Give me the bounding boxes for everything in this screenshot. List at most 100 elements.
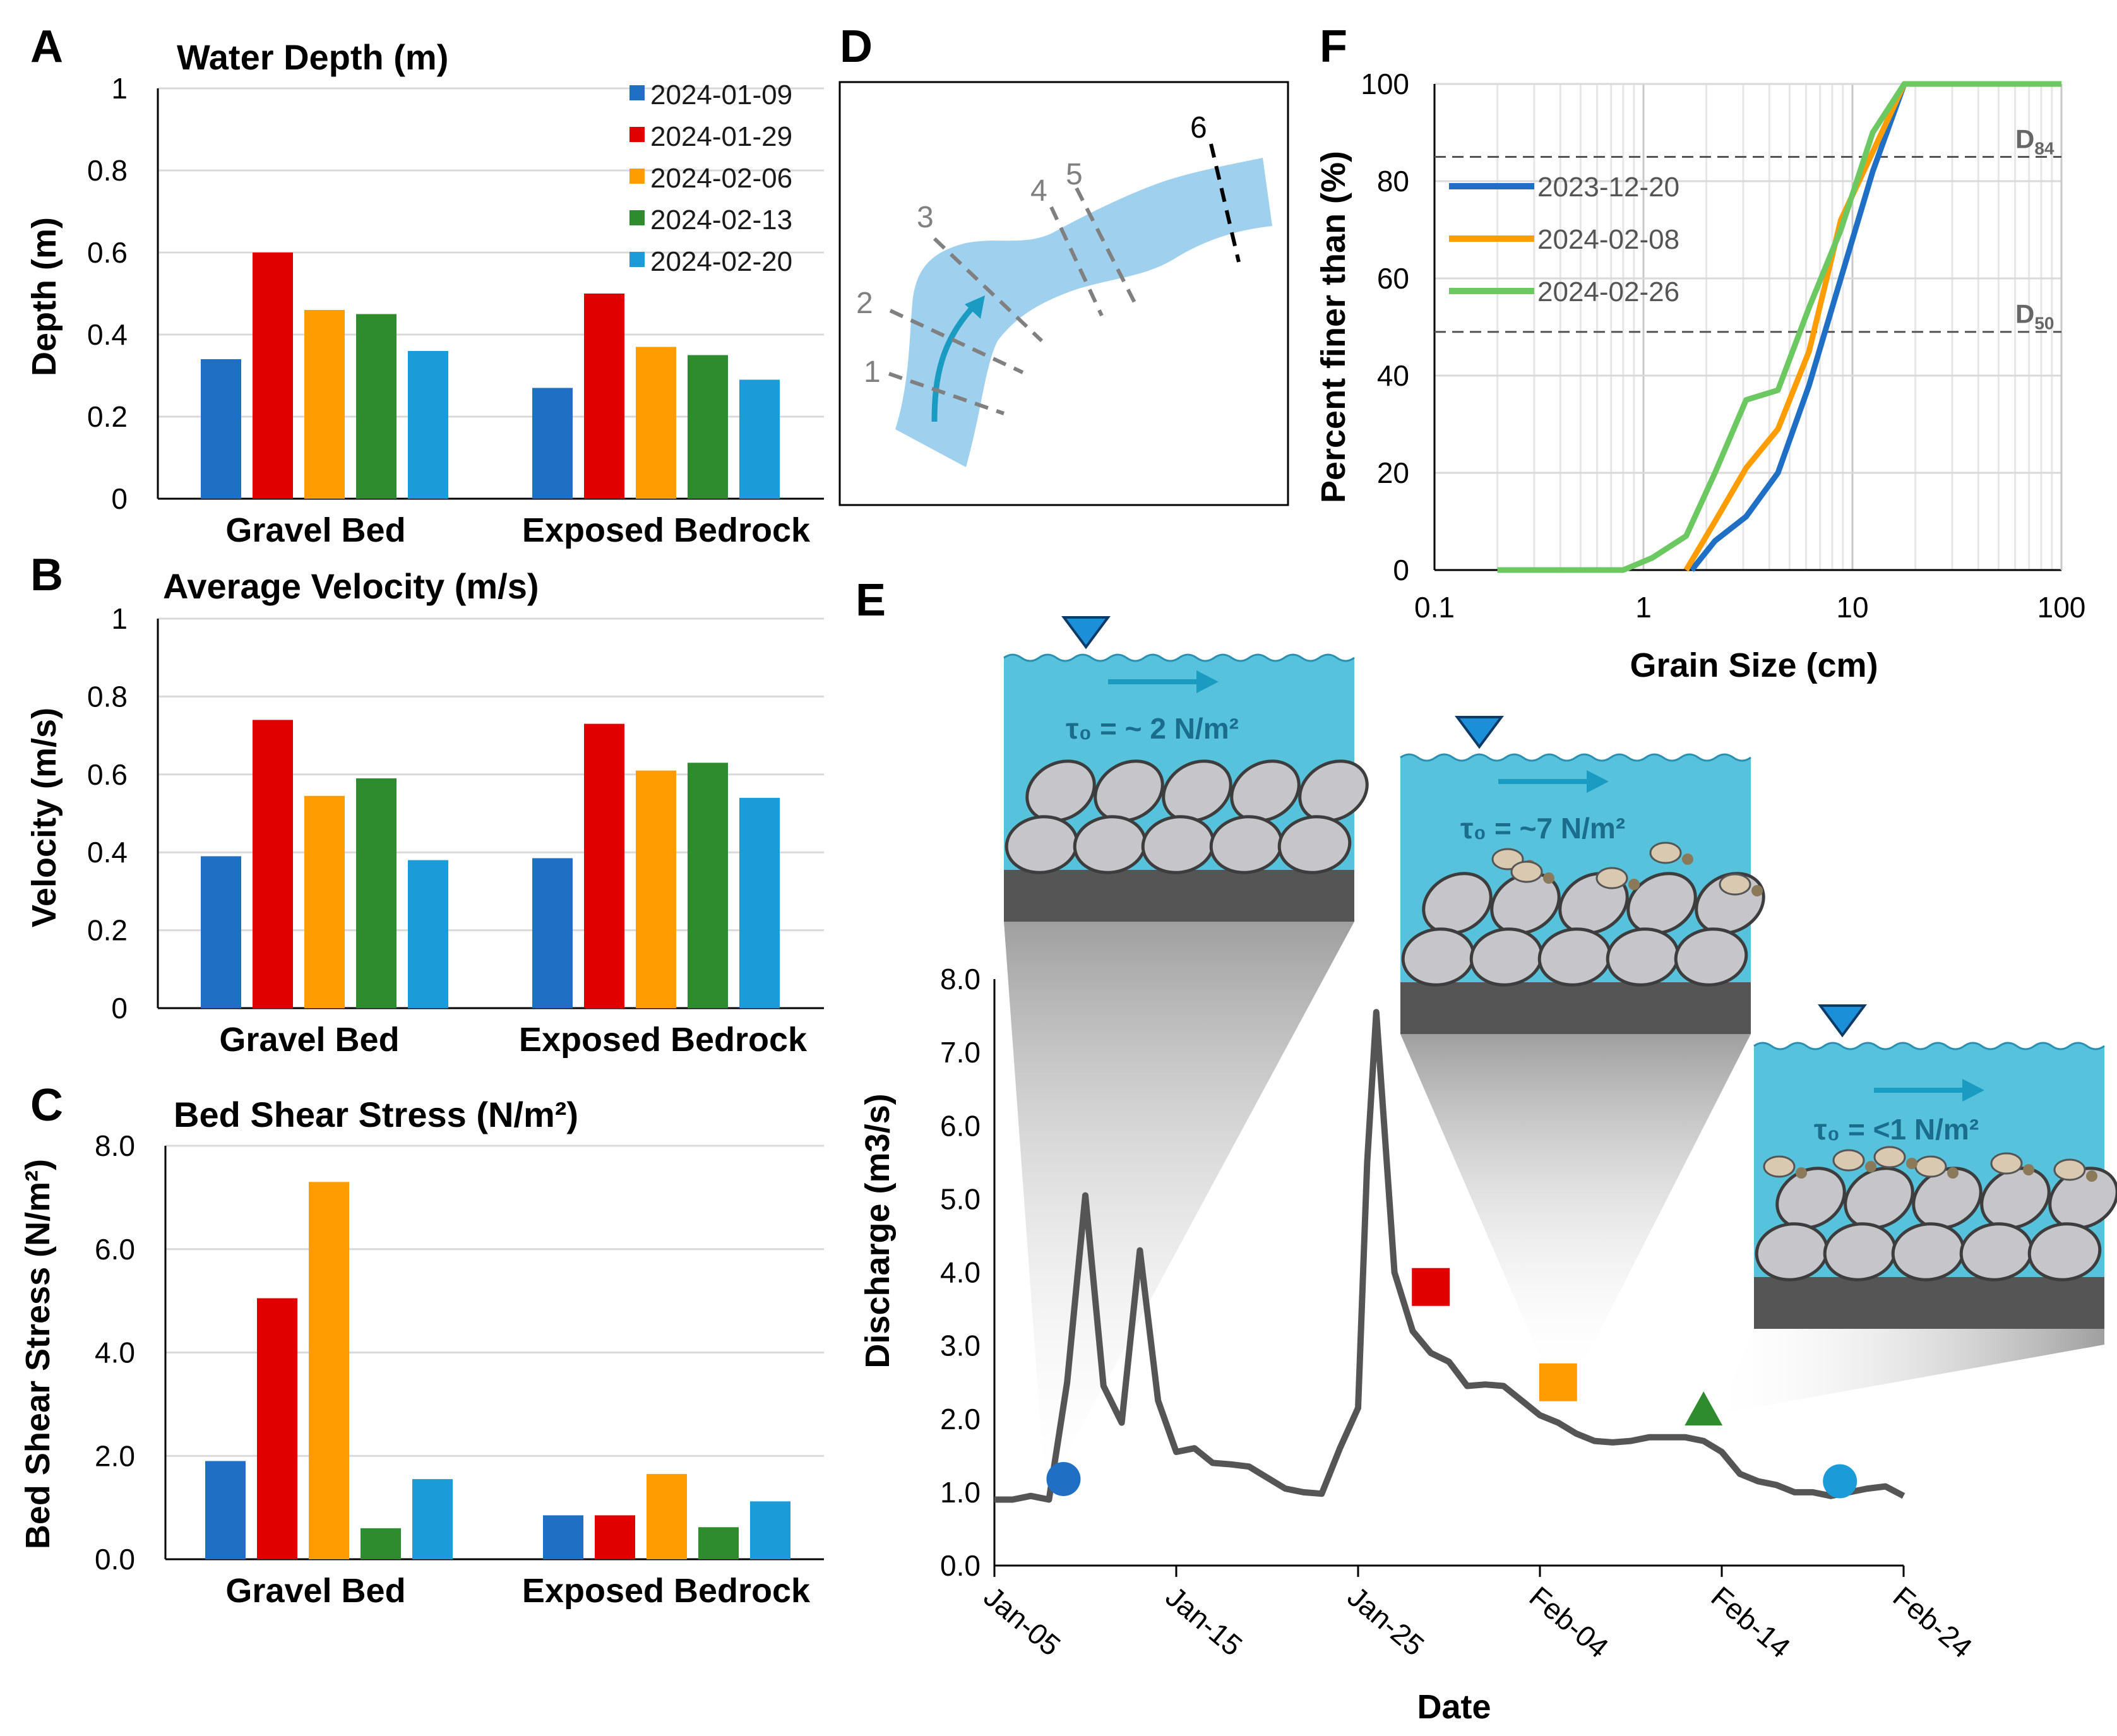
- panel-letter-e: E: [856, 575, 886, 626]
- y-tick-label: 1: [111, 602, 128, 635]
- cross-section-label-3: 3: [917, 201, 934, 234]
- reference-label-base: D: [2015, 124, 2034, 154]
- bar-2024-01-29-gravel-bed: [257, 1298, 297, 1559]
- legend-label: 2024-02-26: [1537, 276, 1679, 307]
- cobble: [1298, 759, 1369, 823]
- bar-2024-02-13-gravel-bed: [356, 314, 397, 499]
- y-tick-label: 20: [1377, 456, 1409, 489]
- bar-2024-02-13-exposed-bedrock: [688, 355, 728, 499]
- inset-1: τ₀ = ~ 2 N/m²: [1003, 616, 1369, 922]
- x-tick-label: 1: [1635, 591, 1652, 624]
- water-level-triangle-icon: [1061, 616, 1111, 650]
- panel-letter-b: B: [30, 550, 63, 600]
- bar-2024-01-29-exposed-bedrock: [584, 723, 624, 1008]
- reference-label-D84: D84: [2015, 124, 2054, 158]
- cross-section-line-6: [1209, 143, 1241, 263]
- panel-a-categories: Gravel Bed Exposed Bedrock: [225, 511, 811, 549]
- fine-sediment: [1914, 1155, 1947, 1178]
- inset-shadow-3: [1717, 1329, 2104, 1414]
- series-line-2024-02-08: [1683, 81, 2061, 572]
- flow-arrowhead-icon: [1587, 770, 1609, 793]
- y-tick-label: 4.0: [940, 1256, 981, 1289]
- inset-3: τ₀ = <1 N/m²: [1753, 1004, 2117, 1329]
- x-tick-label: Feb-24: [1887, 1580, 1979, 1665]
- panel-e-y-label: Discharge (m3/s): [859, 1093, 897, 1368]
- legend-label: 2024-02-13: [650, 205, 792, 235]
- panel-f-legend: 2023-12-20 2024-02-08 2024-02-26: [1449, 172, 1679, 307]
- water-surface: [1400, 753, 1751, 762]
- panel-f-x-label: Grain Size (cm): [1630, 646, 1878, 684]
- category-label: Gravel Bed: [225, 1572, 405, 1610]
- legend-swatch: [629, 127, 645, 142]
- legend-swatch: [629, 169, 645, 184]
- panel-c-grid: [164, 1144, 824, 1561]
- water-level-triangle-icon: [1455, 716, 1504, 749]
- bar-2024-01-29-gravel-bed: [253, 720, 293, 1008]
- y-tick-label: 0.0: [940, 1549, 981, 1582]
- bar-2024-02-06-exposed-bedrock: [636, 347, 676, 499]
- bar-2024-02-06-gravel-bed: [309, 1182, 349, 1559]
- cobble: [1277, 815, 1352, 874]
- y-tick-label: 0.6: [87, 758, 128, 791]
- bar-2024-02-20-gravel-bed: [408, 860, 448, 1008]
- bar-2024-01-09-gravel-bed: [201, 359, 241, 499]
- y-tick-label: 0.4: [87, 318, 128, 351]
- y-tick-label: 4.0: [95, 1336, 135, 1369]
- marker-2024-01-09: [1046, 1461, 1081, 1496]
- fine-sediment: [2053, 1158, 2086, 1181]
- bar-2024-02-06-gravel-bed: [304, 310, 345, 499]
- panel-b-velocity: Average Velocity (m/s) Velocity (m/s) 00…: [25, 566, 824, 1059]
- panel-a-y-label: Depth (m): [25, 217, 63, 376]
- flow-arrow-head-icon: [965, 295, 985, 319]
- y-tick-label: 8.0: [940, 963, 981, 996]
- bar-2024-02-20-exposed-bedrock: [739, 379, 780, 499]
- fine-pebble: [1796, 1167, 1807, 1179]
- y-tick-label: 3.0: [940, 1329, 981, 1362]
- panel-e-y-ticks: 0.0 1.0 2.0 3.0 4.0 5.0 6.0 7.0 8.0: [940, 963, 1904, 1582]
- y-tick-label: 60: [1377, 262, 1409, 295]
- bar-2024-02-06-exposed-bedrock: [636, 770, 676, 1008]
- panel-b-title: Average Velocity (m/s): [163, 566, 539, 606]
- y-tick-label: 40: [1377, 359, 1409, 392]
- cobble: [1025, 759, 1096, 823]
- bedrock-layer: [1400, 982, 1751, 1034]
- y-tick-label: 0: [111, 482, 128, 515]
- inset-shadow-1: [1004, 922, 1354, 1487]
- panel-b-y-ticks: 0 0.2 0.4 0.6 0.8 1: [87, 602, 128, 1025]
- cobble: [1162, 759, 1232, 823]
- fine-pebble: [1865, 1161, 1876, 1172]
- shear-stress-label: τ₀ = ~7 N/m²: [1460, 812, 1625, 845]
- bar-2024-01-09-exposed-bedrock: [532, 388, 573, 499]
- legend-label: 2024-01-09: [650, 80, 792, 110]
- legend-swatch: [629, 85, 645, 100]
- fine-sediment: [1719, 873, 1751, 896]
- panel-e-discharge-line: [994, 1009, 1905, 1503]
- cobble: [1094, 759, 1164, 823]
- y-tick-label: 0.4: [87, 836, 128, 869]
- cobble: [1230, 759, 1301, 823]
- panel-a-y-ticks: 0 0.2 0.4 0.6 0.8 1: [87, 72, 128, 515]
- legend-label: 2024-01-29: [650, 121, 792, 152]
- y-tick-label: 1: [111, 72, 128, 105]
- fine-pebble: [1751, 885, 1763, 896]
- y-tick-label: 100: [1361, 68, 1409, 100]
- panel-e-insets: τ₀ = ~ 2 N/m² τ₀ = ~7 N/m² τ₀ = <1 N/m²: [1003, 616, 2117, 1329]
- flow-arrow-icon: [931, 302, 978, 422]
- panel-f-grain-size: Percent finer than (%) Grain Size (cm) D…: [1315, 68, 2085, 684]
- panel-c-title: Bed Shear Stress (N/m²): [174, 1095, 578, 1134]
- fine-pebble: [2086, 1170, 2097, 1182]
- panel-b-y-label: Velocity (m/s): [25, 708, 63, 927]
- panel-c-bars: [205, 1182, 790, 1559]
- panel-c-categories: Gravel Bed Exposed Bedrock: [225, 1572, 811, 1610]
- cross-section-label-6: 6: [1190, 111, 1207, 145]
- panel-f-grid: [1433, 83, 2063, 571]
- inset-2: τ₀ = ~7 N/m²: [1400, 716, 1765, 1034]
- fine-pebble: [1947, 1167, 1959, 1179]
- fine-pebble: [1682, 853, 1693, 865]
- series-line-2024-02-26: [1497, 81, 2061, 573]
- inset-shadow-2: [1400, 1034, 1751, 1373]
- flow-arrowhead-icon: [1196, 670, 1219, 693]
- panel-a-water-depth: Water Depth (m) Depth (m) 0 0.2 0.4 0.6 0.8 1…: [25, 37, 824, 549]
- y-tick-label: 80: [1377, 165, 1409, 198]
- y-tick-label: 8.0: [95, 1129, 135, 1162]
